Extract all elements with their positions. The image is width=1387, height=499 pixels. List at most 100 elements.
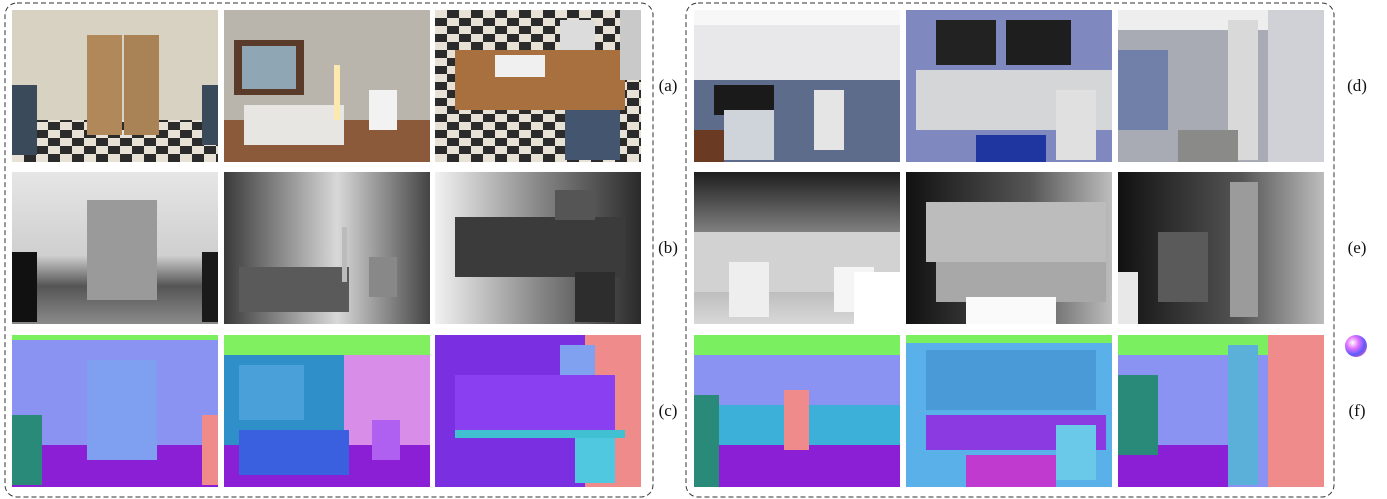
normal-color-wheel	[1345, 335, 1367, 357]
image-object	[976, 135, 1046, 162]
image-tile	[906, 335, 1112, 487]
image-object	[565, 110, 620, 160]
image-object	[202, 252, 218, 322]
image-object	[966, 455, 1056, 487]
image-tile	[224, 10, 430, 162]
image-object	[575, 272, 615, 322]
image-object	[724, 110, 774, 160]
image-tile	[694, 172, 900, 324]
image-content	[224, 10, 430, 162]
image-object	[224, 335, 430, 355]
image-object	[1006, 20, 1071, 65]
image-content	[906, 172, 1112, 324]
row-label: (f)	[1349, 401, 1366, 420]
image-object	[239, 267, 349, 312]
image-tile	[224, 172, 430, 324]
image-object	[936, 262, 1106, 302]
image-object	[1228, 345, 1258, 485]
image-tile	[694, 10, 900, 162]
image-content	[435, 10, 641, 162]
image-object	[455, 430, 625, 438]
image-tile	[435, 10, 641, 162]
image-content	[12, 10, 218, 162]
image-object	[495, 55, 545, 77]
image-object	[1118, 272, 1138, 324]
row-label: (b)	[658, 238, 678, 257]
image-tile	[435, 335, 641, 487]
image-tile	[1118, 335, 1324, 487]
image-grid	[12, 10, 1324, 487]
image-object	[854, 272, 900, 324]
image-object	[936, 20, 996, 65]
image-object	[694, 10, 900, 25]
image-object	[12, 252, 37, 322]
image-object	[1118, 50, 1168, 130]
image-object	[926, 202, 1106, 262]
group-frame	[685, 2, 1335, 498]
image-object	[1178, 130, 1238, 162]
image-object	[239, 365, 304, 420]
image-object	[966, 297, 1056, 324]
image-object	[1268, 335, 1324, 487]
image-content	[12, 172, 218, 324]
image-object	[694, 335, 900, 355]
image-content	[224, 172, 430, 324]
image-object	[455, 375, 615, 435]
image-content	[224, 335, 430, 487]
image-object	[694, 445, 900, 487]
image-object	[555, 190, 595, 220]
image-tile	[435, 172, 641, 324]
image-object	[334, 65, 340, 120]
image-object	[12, 335, 218, 340]
image-background	[1118, 172, 1324, 324]
image-object	[369, 257, 397, 297]
image-object	[694, 130, 724, 162]
image-content	[1118, 335, 1324, 487]
image-content	[1118, 10, 1324, 162]
image-tile	[1118, 10, 1324, 162]
image-tile	[12, 172, 218, 324]
image-object	[342, 227, 347, 282]
image-object	[239, 430, 349, 475]
image-object	[87, 35, 122, 135]
image-object	[560, 20, 595, 50]
image-tile	[906, 10, 1112, 162]
image-content	[1118, 172, 1324, 324]
image-content	[906, 335, 1112, 487]
image-object	[1056, 425, 1096, 480]
image-object	[560, 345, 595, 375]
row-label: (e)	[1348, 238, 1367, 257]
image-tile	[12, 10, 218, 162]
image-object	[784, 390, 809, 450]
image-object	[202, 415, 218, 485]
image-object	[455, 217, 625, 277]
image-content	[435, 335, 641, 487]
image-object	[202, 85, 218, 145]
image-object	[694, 395, 719, 487]
image-object	[906, 335, 1112, 343]
image-content	[694, 335, 900, 487]
row-label: (a)	[659, 76, 678, 95]
group-frame	[4, 2, 654, 498]
image-object	[620, 10, 641, 80]
image-object	[12, 415, 42, 485]
image-tile	[906, 172, 1112, 324]
image-tile	[224, 335, 430, 487]
image-object	[244, 105, 344, 145]
image-content	[694, 10, 900, 162]
image-object	[87, 200, 157, 300]
image-object	[575, 438, 615, 483]
row-label: (d)	[1347, 76, 1367, 95]
image-tile	[694, 335, 900, 487]
image-object	[12, 85, 37, 155]
image-object	[87, 360, 157, 460]
row-label: (c)	[659, 401, 678, 420]
image-object	[369, 90, 397, 130]
image-content	[694, 172, 900, 324]
image-object	[1118, 375, 1158, 455]
image-content	[12, 335, 218, 487]
image-content	[906, 10, 1112, 162]
image-object	[1230, 182, 1258, 317]
image-content	[435, 172, 641, 324]
